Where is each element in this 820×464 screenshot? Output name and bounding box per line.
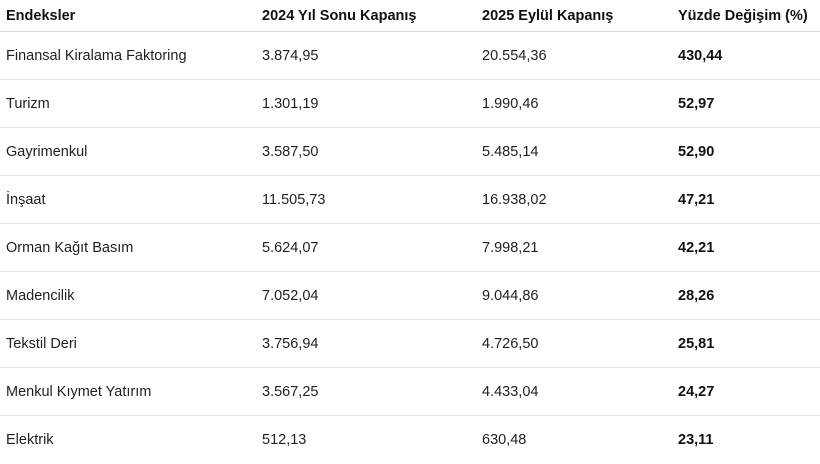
header-endeksler: Endeksler xyxy=(0,0,257,32)
index-name-cell: Elektrik xyxy=(6,431,54,448)
header-percent-change: Yüzde Değişim (%) xyxy=(673,0,820,32)
close-2025-cell: 20.554,36 xyxy=(477,31,673,80)
table-row: Turizm 1.301,19 1.990,46 52,97 xyxy=(0,79,820,128)
table-row: Finansal Kiralama Faktoring 3.874,95 20.… xyxy=(0,31,820,80)
index-name-cell: Turizm xyxy=(0,79,257,128)
percent-change-cell: 52,90 xyxy=(673,127,820,176)
table-row: Orman Kağıt Basım 5.624,07 7.998,21 42,2… xyxy=(0,223,820,272)
percent-change-cell: 52,97 xyxy=(673,79,820,128)
close-2024-cell: 3.567,25 xyxy=(257,367,477,416)
close-2024-cell: 5.624,07 xyxy=(257,223,477,272)
percent-change-cell: 47,21 xyxy=(673,175,820,224)
close-2025-cell: 5.485,14 xyxy=(477,127,673,176)
index-name-cell: Finansal Kiralama Faktoring xyxy=(0,31,257,80)
close-2024-cell: 11.505,73 xyxy=(257,175,477,224)
close-2024-cell: 3.587,50 xyxy=(257,127,477,176)
close-2024-cell: 512,13 xyxy=(262,431,307,448)
table-row: Madencilik 7.052,04 9.044,86 28,26 xyxy=(0,271,820,320)
table-row: İnşaat 11.505,73 16.938,02 47,21 xyxy=(0,175,820,224)
table-header: Endeksler 2024 Yıl Sonu Kapanış 2025 Eyl… xyxy=(0,0,820,32)
close-2025-cell: 4.433,04 xyxy=(477,367,673,416)
table-row: Gayrimenkul 3.587,50 5.485,14 52,90 xyxy=(0,127,820,176)
table-row: Tekstil Deri 3.756,94 4.726,50 25,81 xyxy=(0,319,820,368)
table-body: Finansal Kiralama Faktoring 3.874,95 20.… xyxy=(0,31,820,464)
header-2025-september-close: 2025 Eylül Kapanış xyxy=(477,0,673,32)
percent-change-cell: 42,21 xyxy=(673,223,820,272)
percent-change-cell: 23,11 xyxy=(678,431,714,448)
index-name-cell: Menkul Kıymet Yatırım xyxy=(0,367,257,416)
percent-change-cell: 28,26 xyxy=(673,271,820,320)
header-2024-close: 2024 Yıl Sonu Kapanış xyxy=(257,0,477,32)
index-name-cell: Tekstil Deri xyxy=(0,319,257,368)
table-row: Menkul Kıymet Yatırım 3.567,25 4.433,04 … xyxy=(0,367,820,416)
close-2024-cell: 3.756,94 xyxy=(257,319,477,368)
percent-change-cell: 430,44 xyxy=(673,31,820,80)
close-2025-cell: 7.998,21 xyxy=(477,223,673,272)
percent-change-cell: 24,27 xyxy=(673,367,820,416)
close-2024-cell: 3.874,95 xyxy=(257,31,477,80)
index-name-cell: Orman Kağıt Basım xyxy=(0,223,257,272)
close-2025-cell: 4.726,50 xyxy=(477,319,673,368)
index-name-cell: Madencilik xyxy=(0,271,257,320)
index-name-cell: Gayrimenkul xyxy=(0,127,257,176)
close-2025-cell: 1.990,46 xyxy=(477,79,673,128)
close-2024-cell: 1.301,19 xyxy=(257,79,477,128)
close-2025-cell: 16.938,02 xyxy=(477,175,673,224)
close-2025-cell: 630,48 xyxy=(482,431,527,448)
close-2024-cell: 7.052,04 xyxy=(257,271,477,320)
index-name-cell: İnşaat xyxy=(0,175,257,224)
percent-change-cell: 25,81 xyxy=(673,319,820,368)
table-row: Elektrik 512,13 630,48 23,11 xyxy=(0,416,820,464)
close-2025-cell: 9.044,86 xyxy=(477,271,673,320)
header-row: Endeksler 2024 Yıl Sonu Kapanış 2025 Eyl… xyxy=(0,0,820,32)
